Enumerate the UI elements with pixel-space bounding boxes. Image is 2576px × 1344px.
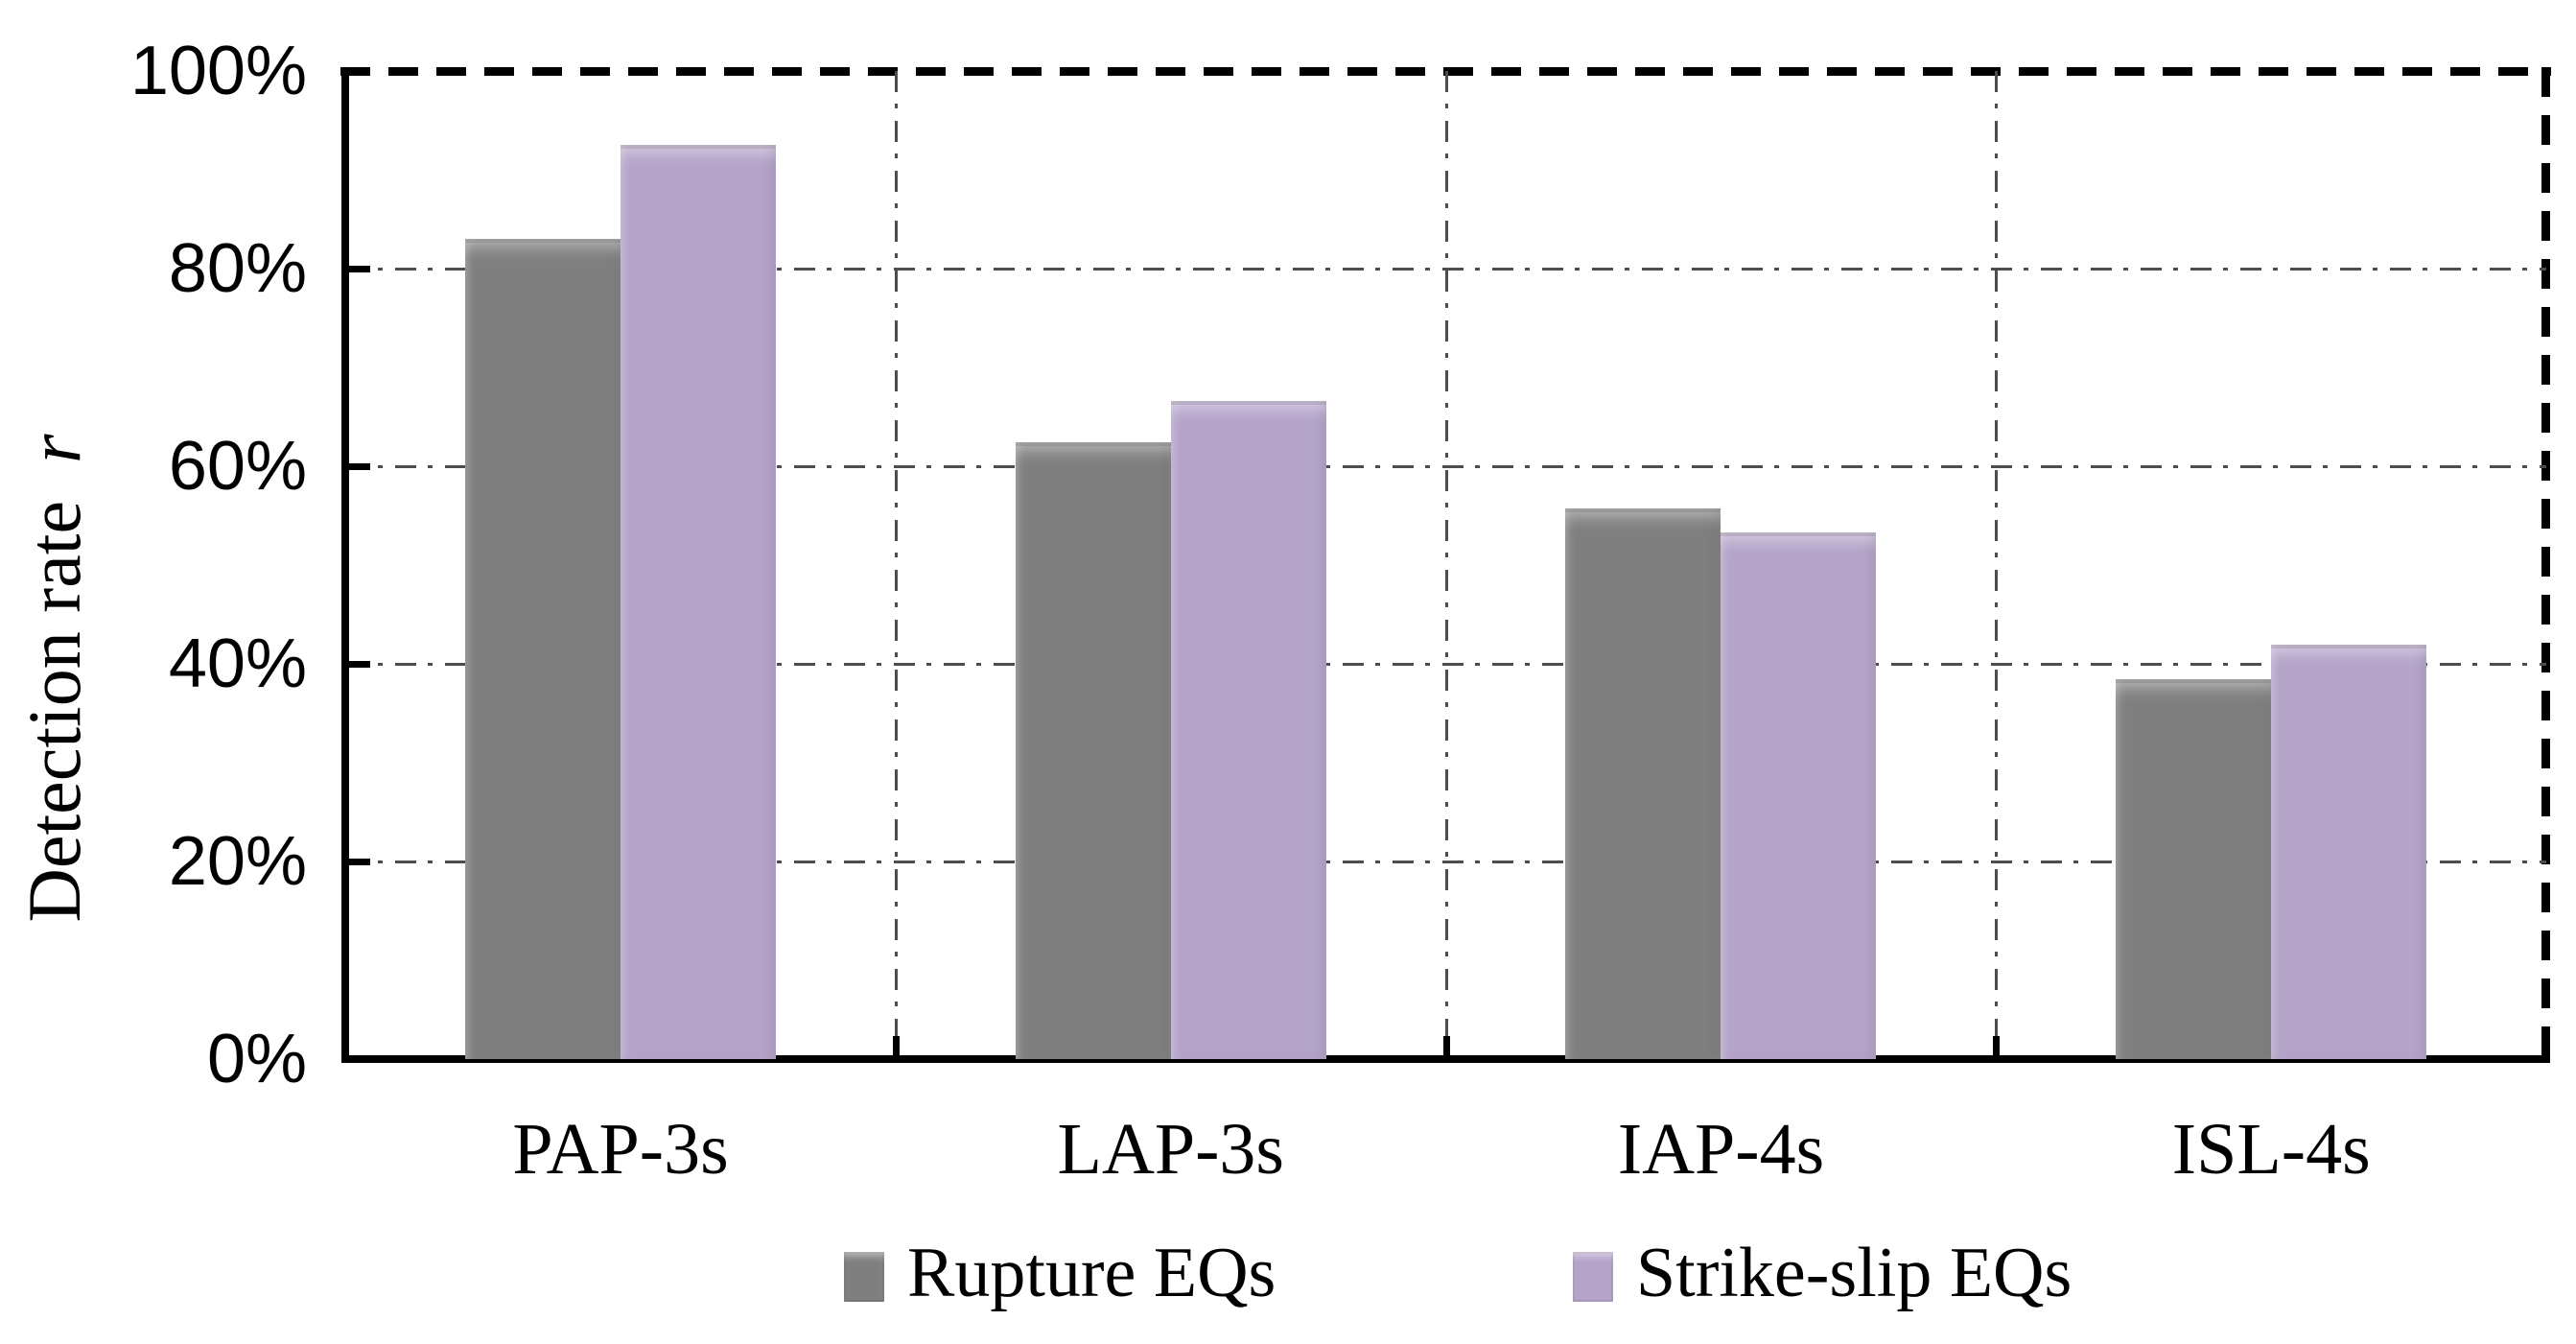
y-tick-100 [345, 68, 370, 75]
y-axis-line [341, 67, 349, 1063]
y-tick-60 [345, 463, 370, 470]
legend-swatch-icon [1573, 1252, 1613, 1302]
x-category-label-iap-4s: IAP-4s [1617, 1109, 1825, 1190]
x-tick-2 [1442, 1036, 1450, 1059]
x-category-label-lap-3s: LAP-3s [1057, 1109, 1284, 1190]
x-category-label-pap-3s: PAP-3s [512, 1109, 729, 1190]
bar-strike-slip-eqs-lap-3s [1170, 401, 1326, 1059]
x-category-label-isl-4s: ISL-4s [2171, 1109, 2371, 1190]
bar-strike-slip-eqs-isl-4s [2271, 645, 2427, 1059]
bar-rupture-eqs-iap-4s [1565, 508, 1721, 1059]
bar-rupture-eqs-lap-3s [1015, 442, 1171, 1059]
x-tick-3 [1993, 1036, 2001, 1059]
bar-rupture-eqs-pap-3s [464, 239, 621, 1059]
legend-label: Rupture EQs [907, 1234, 1276, 1312]
y-tick-0 [345, 1056, 370, 1063]
y-tick-40 [345, 661, 370, 668]
bar-strike-slip-eqs-iap-4s [1721, 532, 1877, 1059]
legend-item-rupture-eqs: Rupture EQs [844, 1230, 1276, 1316]
y-tick-label-100: 100% [129, 33, 307, 109]
legend-swatch-icon [844, 1252, 884, 1302]
x-tick-1 [892, 1036, 900, 1059]
plot-area [340, 67, 2551, 1063]
gridline-vertical-1 [894, 71, 898, 1059]
y-tick-label-60: 60% [168, 428, 307, 505]
y-tick-label-20: 20% [168, 823, 307, 900]
x-axis-line [341, 1055, 2550, 1063]
y-tick-80 [345, 266, 370, 272]
bar-strike-slip-eqs-pap-3s [620, 145, 776, 1059]
y-tick-label-0: 0% [206, 1021, 307, 1097]
gridline-vertical-2 [1444, 71, 1448, 1059]
y-tick-label-40: 40% [168, 625, 307, 702]
bar-rupture-eqs-isl-4s [2116, 679, 2272, 1059]
y-tick-label-80: 80% [168, 230, 307, 307]
legend-label: Strike-slip EQs [1636, 1234, 2073, 1312]
gridline-vertical-3 [1995, 71, 1999, 1059]
legend-item-strike-slip-eqs: Strike-slip EQs [1573, 1230, 2072, 1316]
y-tick-20 [345, 859, 370, 865]
plot-border-right [2541, 67, 2550, 1063]
